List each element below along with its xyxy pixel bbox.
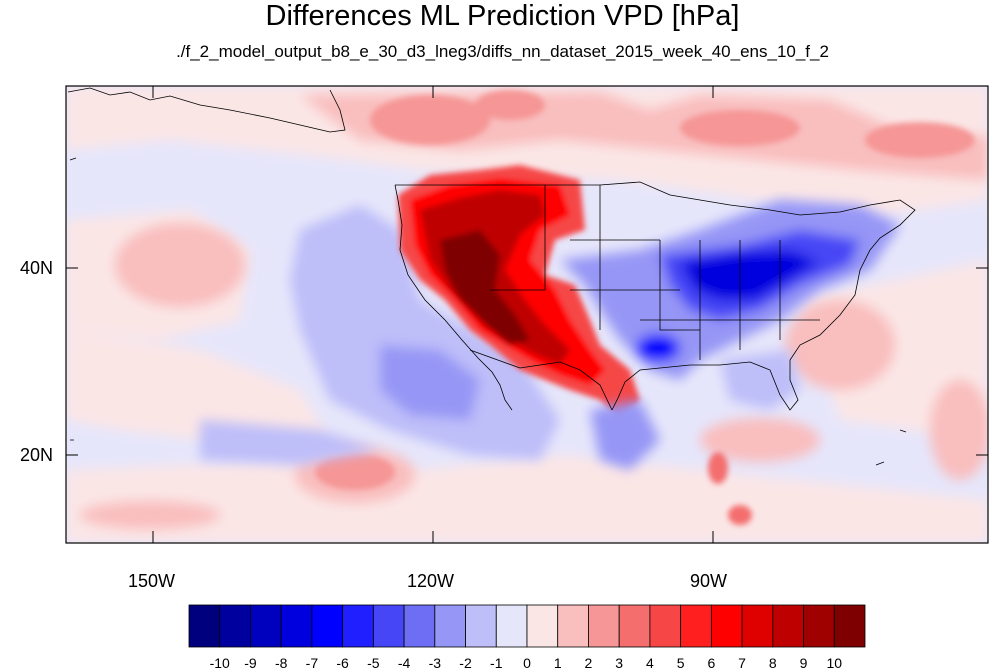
colorbar-tick-label: 4	[646, 655, 654, 671]
lon-label-90w: 90W	[690, 571, 728, 591]
colorbar-tick-label: -1	[490, 655, 503, 671]
colorbar-swatch	[434, 604, 466, 648]
colorbar-tick-label: -8	[274, 655, 288, 671]
colorbar-swatch	[772, 604, 804, 648]
colorbar-swatch	[311, 604, 344, 648]
map-field	[66, 86, 988, 543]
colorbar-swatch	[618, 604, 651, 648]
colorbar-swatch	[280, 604, 313, 648]
colorbar-tick-label: 8	[768, 655, 777, 671]
chart-subtitle: ./f_2_model_output_b8_e_30_d3_lneg3/diff…	[176, 42, 829, 61]
colorbar-swatch	[342, 604, 374, 648]
colorbar-tick-label: 7	[738, 655, 746, 671]
colorbar-swatch	[803, 604, 835, 648]
colorbar-tick-label: -2	[459, 655, 472, 671]
colorbar-tick-label: 2	[584, 655, 593, 671]
colorbar-swatch	[372, 604, 405, 648]
colorbar-tick-label: 3	[615, 655, 624, 671]
colorbar-tick-label: -4	[397, 655, 411, 671]
colorbar-tick-label: -10	[209, 655, 230, 671]
colorbar-swatch	[588, 604, 620, 648]
colorbar-tick-label: 10	[826, 655, 843, 671]
colorbar-swatch	[680, 604, 712, 648]
colorbar-swatch	[710, 604, 743, 648]
lat-label-20n: 20N	[20, 445, 54, 465]
colorbar-tick-label: -7	[305, 655, 319, 671]
map-frame	[65, 85, 989, 544]
chart-title: Differences ML Prediction VPD [hPa]	[265, 0, 740, 32]
colorbar-swatch	[741, 604, 774, 648]
colorbar-tick-label: -5	[367, 655, 380, 671]
colorbar-tick-label: 0	[523, 655, 531, 671]
colorbar-swatch	[250, 604, 282, 648]
colorbar-swatch	[403, 604, 436, 648]
coastlines	[67, 87, 916, 466]
colorbar-tick-label: -9	[244, 655, 257, 671]
colorbar-tick-label: -3	[428, 655, 442, 671]
colorbar-swatch	[649, 604, 682, 648]
axis-ticks	[66, 86, 988, 543]
colorbar-swatch	[465, 604, 497, 648]
colorbar-tick-label: 1	[553, 655, 562, 671]
colorbar-tick-label: 6	[707, 655, 716, 671]
colorbar-tick-label: 9	[799, 655, 808, 671]
lat-label-40n: 40N	[20, 258, 54, 278]
colorbar-tick-label: -6	[336, 655, 349, 671]
colorbar-swatch	[833, 604, 866, 648]
colorbar-swatch	[219, 604, 251, 648]
lon-label-120w: 120W	[407, 571, 455, 591]
lon-label-150w: 150W	[128, 571, 176, 591]
colorbar-swatch	[495, 604, 528, 648]
colorbar-swatch	[188, 604, 221, 648]
colorbar-tick-label: 5	[676, 655, 685, 671]
colorbar-swatch	[557, 604, 589, 648]
colorbar	[188, 604, 866, 648]
colorbar-swatch	[526, 604, 559, 648]
